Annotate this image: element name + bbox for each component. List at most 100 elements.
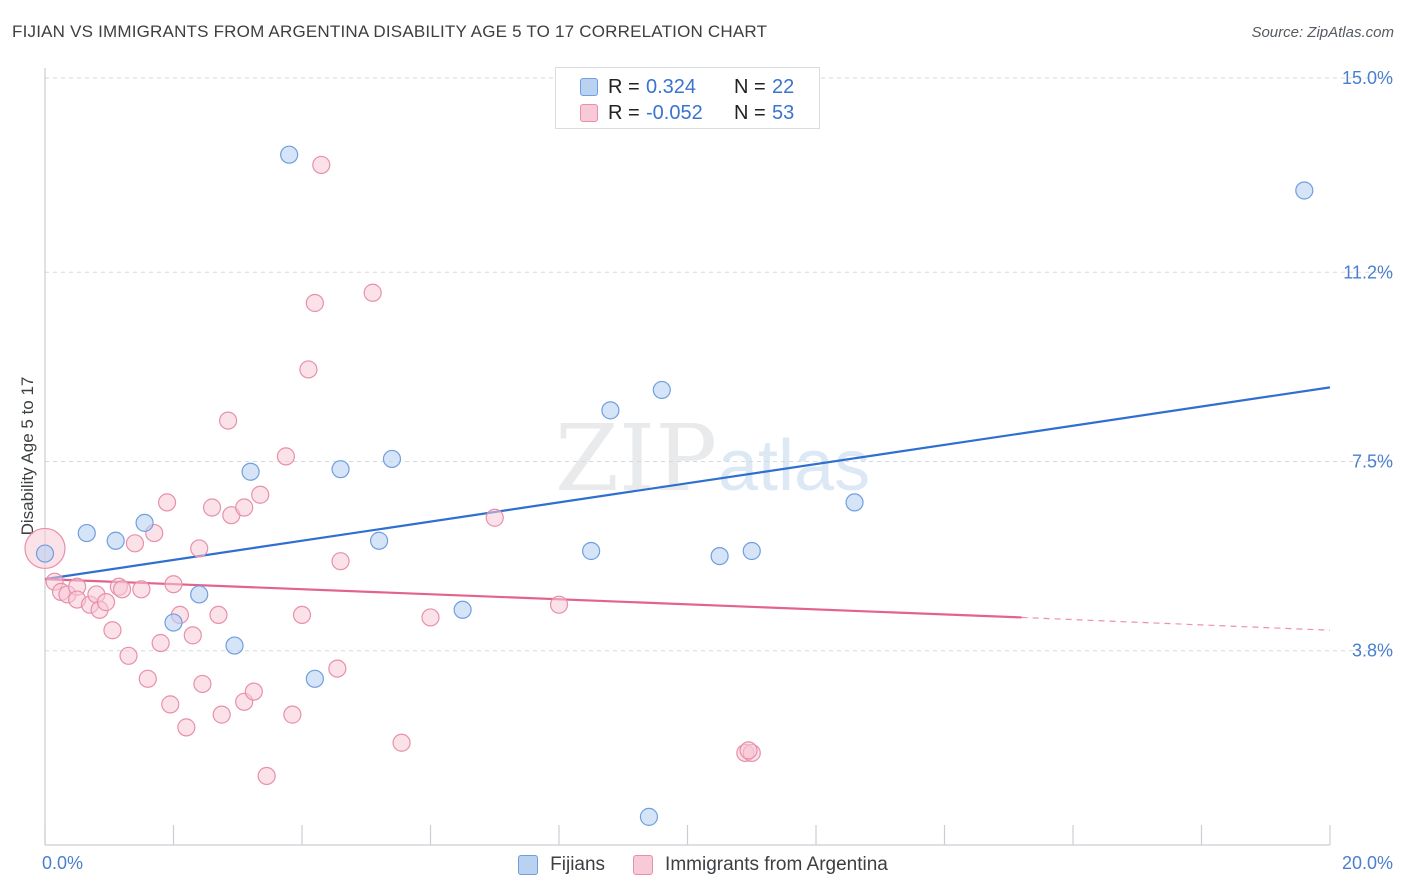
argentina-point [485, 508, 504, 527]
argentina-point [299, 360, 318, 379]
argentina-point [202, 498, 222, 517]
fijians-trend-line [44, 386, 1331, 581]
legend-n-value: 22 [772, 75, 795, 98]
argentina-point [549, 595, 569, 614]
argentina-trend-line [44, 578, 1022, 619]
argentina-point [251, 485, 270, 504]
fijians-point [382, 449, 402, 469]
fijians-point [241, 462, 260, 481]
argentina-swatch [633, 855, 654, 875]
source-label: Source: ZipAtlas.com [1251, 24, 1394, 41]
argentina-point [363, 283, 382, 302]
legend-swatch-pink [580, 104, 598, 122]
argentina-point [244, 682, 263, 701]
y-tick-label: 7.5% [1352, 452, 1393, 472]
argentina-point [151, 633, 170, 653]
argentina-point [183, 626, 202, 645]
argentina-point [161, 695, 180, 714]
argentina-point [392, 733, 411, 752]
legend-r-value: -0.052 [646, 101, 703, 124]
fijians-point [601, 401, 620, 420]
argentina-point [209, 605, 228, 625]
argentina-point [312, 155, 331, 175]
argentina-point [421, 608, 440, 627]
argentina-point [164, 575, 183, 594]
watermark-atlas: atlas [718, 426, 870, 506]
legend-r-value: 0.324 [646, 75, 697, 98]
watermark-zip: ZIP [555, 405, 717, 512]
fijians-point [652, 380, 671, 400]
argentina-point [739, 741, 758, 760]
argentina-point [125, 534, 145, 553]
legend-n-label: N = [734, 75, 766, 98]
argentina-point [157, 493, 177, 512]
argentina-point [283, 705, 302, 724]
fijians-point [190, 585, 209, 604]
watermark: ZIP atlas [555, 405, 870, 512]
argentina-point [193, 674, 212, 694]
x-tick-label: 0.0% [42, 853, 83, 873]
x-tick-label: 20.0% [1342, 853, 1393, 873]
fijians-point [106, 531, 125, 550]
argentina-point [132, 580, 151, 599]
series-legend: Fijians Immigrants from Argentina [0, 852, 1406, 878]
fijians-point [280, 145, 299, 164]
fijians-point [225, 636, 244, 655]
argentina-trend-extension [1021, 616, 1331, 631]
fijians-point [331, 460, 350, 479]
argentina-point [96, 593, 116, 612]
y-tick-label: 11.2% [1343, 262, 1393, 282]
argentina-point [331, 552, 350, 571]
axes [44, 68, 1331, 846]
tick-labels: 3.8% 7.5% 11.2% 15.0% 0.0% 20.0% [42, 68, 1393, 873]
legend-label-argentina: Immigrants from Argentina [665, 854, 888, 875]
fijians-point [305, 669, 324, 688]
legend-swatch-blue [580, 78, 598, 96]
legend-n-label: N = [734, 101, 766, 124]
correlation-legend: R = 0.324 N = 22 R = -0.052 N = 53 [555, 67, 820, 129]
argentina-point [328, 659, 347, 678]
y-tick-label: 3.8% [1352, 641, 1393, 661]
argentina-point [103, 621, 122, 640]
fijians-point [639, 807, 659, 826]
argentina-point [219, 411, 238, 430]
argentina-point [190, 539, 209, 558]
legend-n-value: 53 [772, 101, 795, 124]
legend-item-argentina[interactable]: Immigrants from Argentina [633, 854, 888, 876]
fijians-point [1295, 181, 1314, 200]
fijians-point [77, 523, 96, 543]
legend-row-fijians: R = 0.324 N = 22 [580, 76, 794, 98]
argentina-point [112, 580, 132, 599]
fijians-point [845, 493, 864, 512]
argentina-point [305, 293, 324, 313]
data-points [24, 145, 1314, 826]
fijians-point [742, 541, 761, 561]
argentina-point [257, 766, 276, 786]
argentina-point [119, 646, 138, 665]
argentina-point [177, 718, 196, 737]
trend-lines [44, 386, 1331, 631]
fijians-swatch [518, 855, 539, 875]
legend-row-argentina: R = -0.052 N = 53 [580, 102, 794, 124]
argentina-point [292, 605, 312, 625]
argentina-point [138, 669, 157, 688]
fijians-point [370, 531, 389, 550]
fijians-point [582, 541, 601, 561]
fijians-point [453, 600, 472, 619]
argentina-point [276, 447, 296, 466]
legend-label-fijians: Fijians [550, 854, 606, 875]
fijians-point [35, 544, 55, 563]
legend-item-fijians[interactable]: Fijians [518, 854, 605, 876]
y-tick-label: 15.0% [1342, 68, 1393, 88]
fijians-point [164, 613, 183, 632]
fijians-point [710, 546, 729, 566]
chart-title: FIJIAN VS IMMIGRANTS FROM ARGENTINA DISA… [12, 22, 768, 41]
legend-r-label: R = [608, 75, 640, 98]
argentina-point [235, 498, 254, 517]
grid-lines [45, 77, 1392, 652]
fijians-point [135, 513, 154, 532]
legend-r-label: R = [608, 101, 640, 124]
argentina-point [212, 705, 231, 724]
